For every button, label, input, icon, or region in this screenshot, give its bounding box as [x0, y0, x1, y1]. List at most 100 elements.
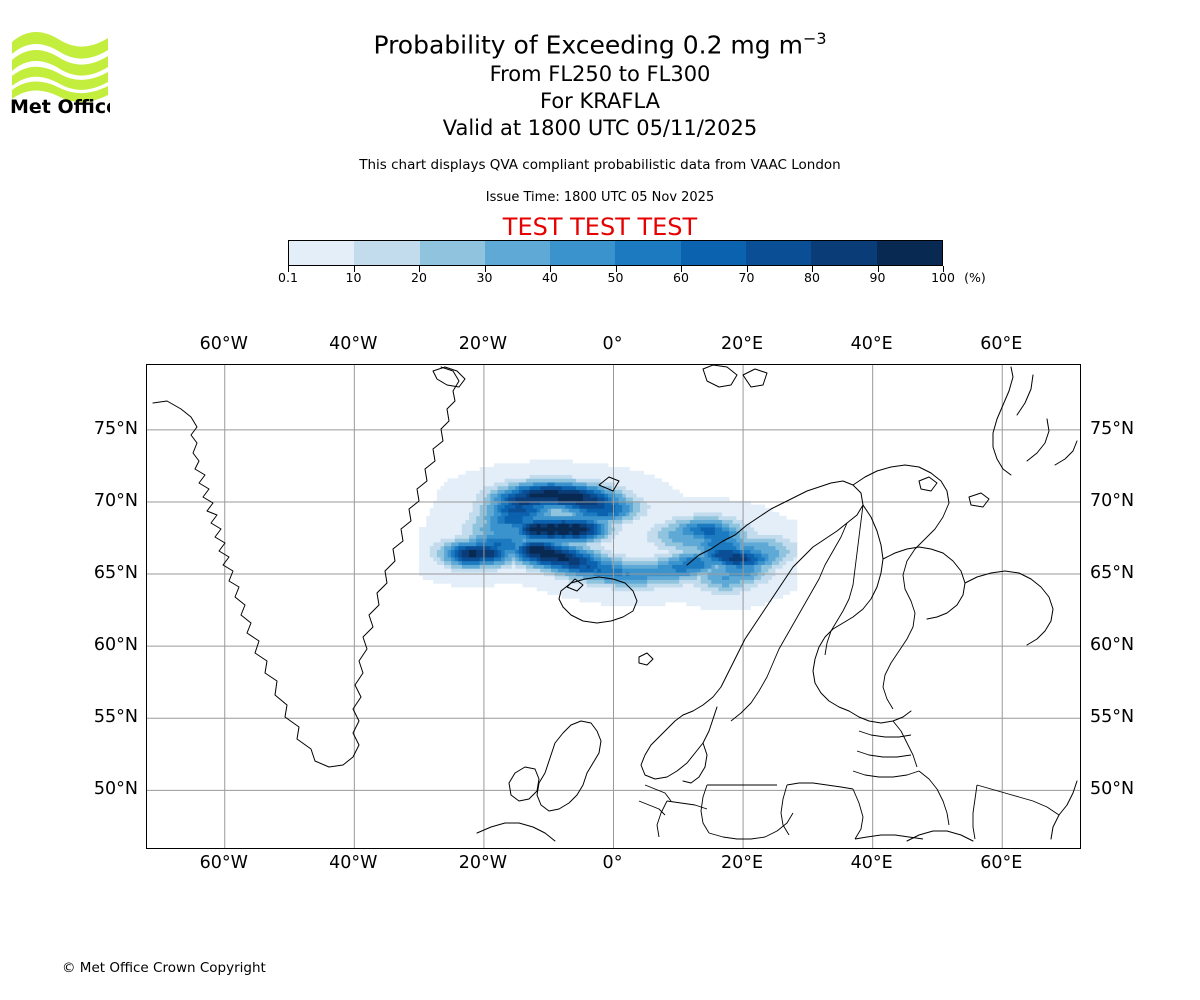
plume-cell: [625, 485, 630, 490]
plume-cell: [722, 508, 726, 513]
plume-cell: [426, 515, 431, 520]
plume-cell: [536, 560, 541, 565]
plume-cell: [754, 568, 759, 573]
plume-cell: [707, 497, 712, 502]
plume-cell: [704, 527, 709, 532]
plume-cell: [469, 504, 473, 509]
plume-cell: [483, 549, 488, 554]
plume-cell: [661, 508, 666, 513]
plume-cell: [686, 545, 691, 550]
plume-cell: [793, 545, 798, 550]
plume-cell: [736, 583, 741, 588]
plume-cell: [501, 467, 506, 472]
plume-cell: [568, 587, 573, 592]
plume-cell: [590, 527, 595, 532]
plume-cell: [629, 564, 634, 569]
plume-cell: [764, 519, 769, 524]
plume-cell: [501, 478, 506, 483]
plume-cell: [779, 560, 783, 565]
plume-cell: [711, 497, 716, 502]
plume-cell: [486, 583, 491, 588]
plume-cell: [508, 538, 513, 543]
plume-cell: [572, 500, 577, 505]
plume-cell: [622, 470, 627, 475]
plume-cell: [575, 500, 580, 505]
plume-cell: [504, 500, 509, 505]
plume-cell: [472, 527, 477, 532]
plume-cell: [746, 530, 751, 535]
plume-cell: [558, 515, 563, 520]
plume-cell: [476, 474, 481, 479]
plume-cell: [661, 497, 666, 502]
plume-cell: [522, 564, 527, 569]
plume-cell: [493, 508, 498, 513]
plume-cell: [629, 598, 634, 603]
plume-cell: [454, 583, 459, 588]
plume-cell: [429, 557, 434, 562]
plume-cell: [786, 545, 791, 550]
plume-cell: [554, 583, 559, 588]
plume-cell: [718, 519, 723, 524]
plume-cell: [547, 549, 552, 554]
plume-cell: [436, 553, 441, 558]
plume-cell: [789, 587, 794, 592]
plume-cell: [486, 504, 491, 509]
plume-cell: [786, 557, 791, 562]
plume-cell: [490, 549, 495, 554]
plume-cell: [540, 470, 545, 475]
plume-cell: [625, 534, 630, 539]
plume-cell: [590, 579, 595, 584]
plume-cell: [504, 523, 509, 528]
plume-cell: [657, 594, 662, 599]
plume-cell: [761, 560, 766, 565]
map-plot-area[interactable]: [146, 364, 1081, 849]
plume-cell: [568, 530, 573, 535]
plume-cell: [600, 587, 605, 592]
plume-cell: [625, 553, 630, 558]
plume-cell: [590, 508, 595, 513]
plume-cell: [536, 478, 541, 483]
plume-cell: [775, 545, 780, 550]
plume-cell: [632, 590, 637, 595]
plume-cell: [661, 587, 666, 592]
plume-cell: [786, 523, 791, 528]
plume-cell: [451, 583, 456, 588]
plume-cell: [657, 579, 662, 584]
plume-cell: [629, 523, 634, 528]
plume-cell: [736, 590, 741, 595]
plume-cell: [604, 478, 609, 483]
plume-cell: [461, 478, 466, 483]
plume-cell: [725, 512, 730, 517]
plume-cell: [440, 560, 445, 565]
plume-cell: [657, 545, 662, 550]
plume-cell: [568, 497, 573, 502]
plume-cell: [597, 530, 602, 535]
plume-cell: [789, 560, 794, 565]
plume-cell: [447, 519, 452, 524]
plume-cell: [547, 579, 552, 584]
plume-cell: [750, 594, 755, 599]
plume-cell: [607, 523, 612, 528]
plume-cell: [768, 579, 773, 584]
plume-cell: [483, 482, 488, 487]
plume-cell: [590, 497, 595, 502]
plume-cell: [700, 530, 705, 535]
lon-label-bottom-4: 20°E: [721, 853, 764, 873]
plume-cell: [465, 542, 470, 547]
plume-cell: [515, 568, 520, 573]
plume-cell: [593, 508, 598, 513]
plume-cell: [640, 534, 645, 539]
plume-cell: [554, 564, 559, 569]
plume-cell: [461, 500, 466, 505]
plume-cell: [583, 568, 588, 573]
plume-cell: [547, 497, 552, 502]
plume-cell: [540, 575, 545, 580]
plume-cell: [550, 564, 555, 569]
plume-cell: [771, 594, 776, 599]
plume-cell: [689, 530, 694, 535]
plume-cell: [540, 478, 545, 483]
plume-cell: [682, 557, 687, 562]
plume-cell: [689, 575, 694, 580]
plume-cell: [547, 587, 552, 592]
plume-cell: [554, 557, 559, 562]
